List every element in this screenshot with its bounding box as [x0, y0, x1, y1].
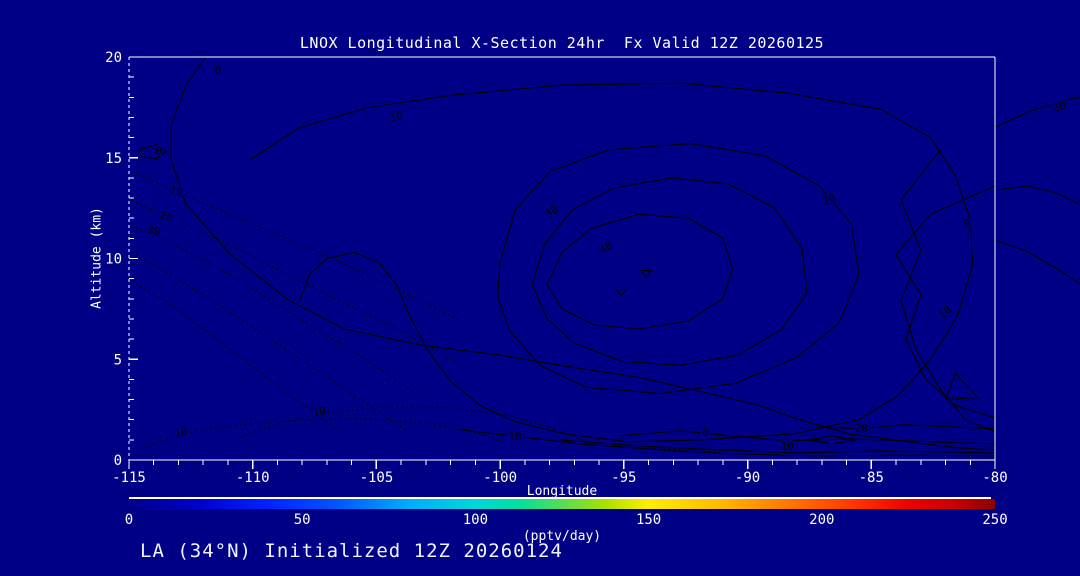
contour-line — [994, 239, 1080, 285]
contour-value-label: 20 — [158, 209, 174, 225]
contour-value-label: 10 — [388, 109, 403, 124]
plot-title: LNOX Longitudinal X-Section 24hr Fx Vali… — [299, 34, 825, 52]
x-tick-label: -85 — [859, 470, 884, 486]
contour-line — [895, 185, 996, 419]
contour-line-dotted — [131, 251, 409, 433]
colorbar — [129, 497, 995, 510]
y-tick-label: 5 — [114, 352, 122, 368]
colorbar-tick-label: 250 — [982, 512, 1008, 528]
x-tick-label: -105 — [360, 470, 394, 486]
contour-line — [531, 177, 808, 366]
y-tick-label: 0 — [114, 453, 122, 469]
contour-value-label: 30 — [543, 203, 561, 221]
contour-value-label: 10 — [936, 303, 955, 321]
contour-value-label: 20 — [1051, 99, 1067, 115]
x-tick-label: -80 — [982, 470, 1007, 486]
contour-line — [138, 144, 168, 160]
init-info-text: LA (34°N) Initialized 12Z 20260124 — [140, 540, 563, 562]
contour-line-dotted — [618, 446, 721, 452]
colorbar-topline — [129, 497, 991, 499]
contour-line — [249, 82, 974, 443]
colorbar-units: (pptv/day) — [522, 529, 602, 544]
colorbar-tick-label: 100 — [462, 512, 489, 528]
colorbar-tick-label: 50 — [293, 512, 311, 528]
contour-value-label: 10 — [168, 184, 184, 200]
x-axis-label: Longitude — [526, 484, 598, 499]
contour-value-label: 0 — [215, 64, 222, 77]
contour-line — [618, 430, 996, 445]
contour-line-dotted — [131, 225, 419, 397]
contour-value-label: 0 — [155, 145, 162, 158]
contour-value-label: 10 — [508, 430, 521, 443]
x-tick-label: -100 — [483, 470, 517, 486]
x-tick-label: -90 — [735, 470, 760, 486]
x-tick-label: -110 — [236, 470, 270, 486]
contour-value-label: 20 — [821, 191, 838, 208]
contour-line — [819, 424, 996, 430]
y-tick-label: 20 — [105, 50, 122, 66]
contour-line-dotted — [131, 280, 340, 431]
contour-value-label: 10 — [781, 440, 794, 453]
contour-line — [994, 185, 1080, 205]
contour-line — [497, 143, 860, 395]
colorbar-tick-label: 0 — [124, 512, 134, 528]
contour-value-label: 30 — [146, 223, 162, 239]
contour-value-label: 0 — [702, 426, 709, 439]
contour-value-label: 20 — [855, 422, 868, 435]
contour-line — [170, 56, 996, 451]
x-tick-label: -95 — [611, 470, 636, 486]
contour-line — [640, 270, 653, 279]
y-tick-label: 10 — [105, 252, 122, 268]
contour-value-label: 0 — [961, 216, 973, 231]
contour-line-dotted — [133, 418, 508, 453]
contour-line — [944, 372, 979, 401]
contour-line — [546, 213, 734, 330]
contour-value-label: 40 — [597, 239, 615, 257]
x-tick-label: -115 — [112, 470, 146, 486]
contour-line-dotted — [131, 199, 456, 362]
contour-line — [559, 439, 996, 454]
contour-line — [460, 429, 996, 457]
y-tick-label: 15 — [105, 151, 122, 167]
contour-line-dotted — [240, 405, 590, 444]
colorbar-ticks: 0 50 100 150 200 250 — [125, 512, 1008, 528]
contour-value-label: 10 — [312, 405, 327, 420]
colorbar-gradient — [129, 499, 995, 509]
colorbar-tick-label: 150 — [635, 512, 662, 528]
contour-line — [806, 435, 857, 445]
colorbar-tick-label: 200 — [809, 512, 835, 528]
contour-line — [994, 97, 1080, 128]
contour-line — [900, 149, 996, 433]
contour-value-label: 10 — [173, 425, 189, 440]
contour-line — [615, 289, 628, 297]
